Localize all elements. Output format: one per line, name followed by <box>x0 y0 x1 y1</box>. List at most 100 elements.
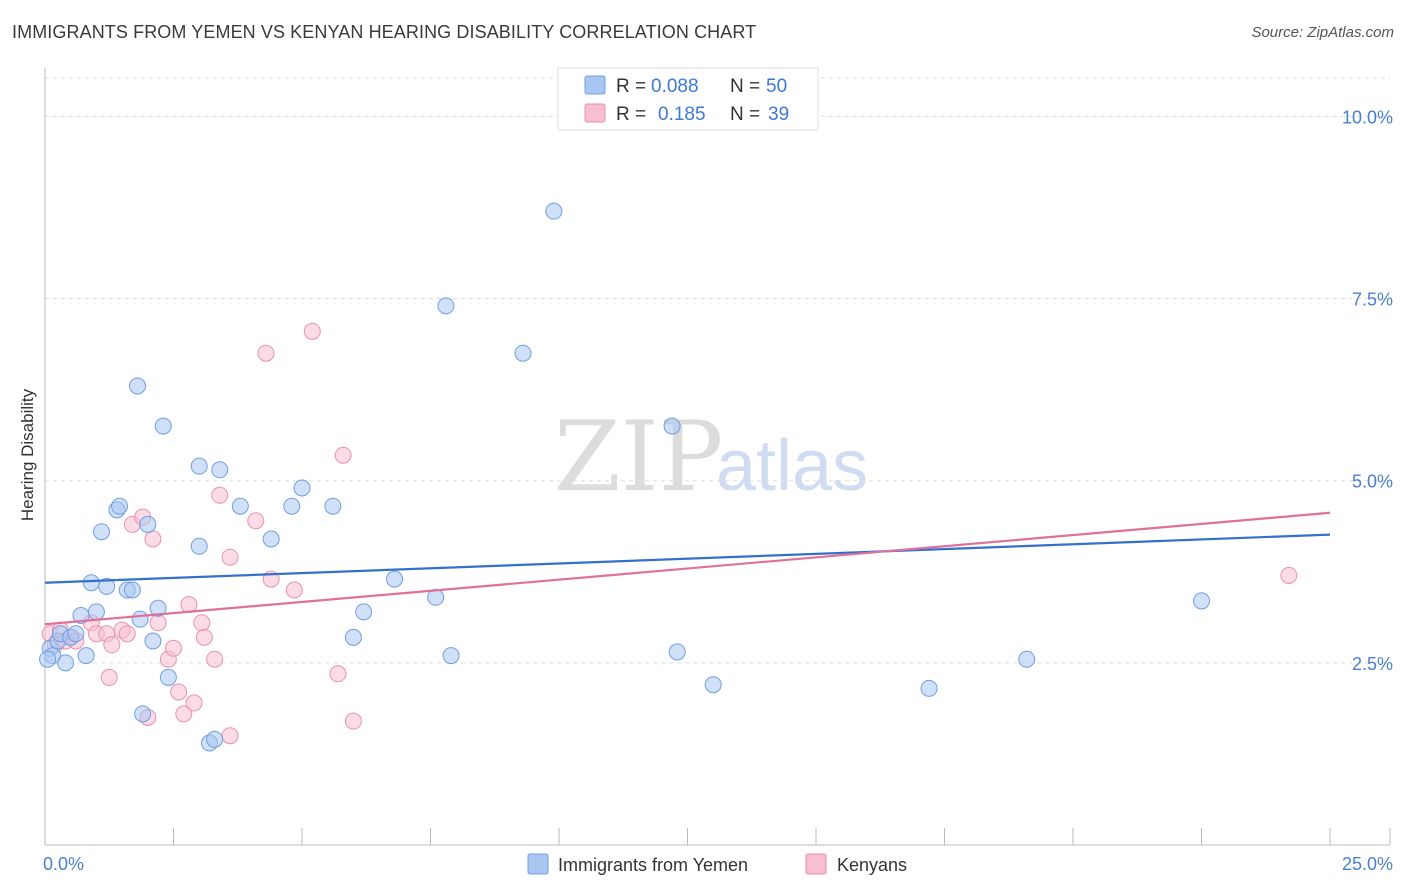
yemen-trend-line <box>44 533 1331 584</box>
yemen-point <box>437 297 455 315</box>
yemen-point <box>144 632 162 650</box>
yemen-point <box>355 603 373 621</box>
yemen-point <box>663 417 681 435</box>
kenya-point <box>149 614 167 632</box>
yemen-point <box>159 668 177 686</box>
yemen-point <box>190 537 208 555</box>
kenya-trend-line <box>44 511 1331 626</box>
yemen-point <box>98 577 116 595</box>
yemen-point <box>139 515 157 533</box>
yemen-point <box>344 628 362 646</box>
kenya-points <box>41 322 1298 745</box>
x-tick-label: 25.0% <box>1342 854 1393 874</box>
kenya-point <box>144 530 162 548</box>
kenya-point <box>175 705 193 723</box>
kenya-point <box>100 668 118 686</box>
yemen-point <box>57 654 75 672</box>
yemen-point <box>1018 650 1036 668</box>
legend-r-value-yemen: 0.088 <box>651 76 699 97</box>
kenya-point <box>193 614 211 632</box>
bottom-legend-swatch-kenya <box>805 853 827 875</box>
y-axis-label: Hearing Disability <box>18 388 37 521</box>
kenya-point <box>247 512 265 530</box>
yemen-point <box>668 643 686 661</box>
yemen-point <box>514 344 532 362</box>
legend-n-value-yemen: 50 <box>766 76 787 97</box>
top-legend: R = 0.088 N = 50 R = 0.185 N = 39 <box>557 67 819 131</box>
bottom-legend-label-kenya: Kenyans <box>837 855 907 875</box>
yemen-point <box>1193 592 1210 610</box>
yemen-point <box>442 647 460 665</box>
watermark: ZIP atlas <box>554 401 868 513</box>
bottom-legend-label-yemen: Immigrants from Yemen <box>558 855 748 875</box>
yemen-point <box>87 603 105 621</box>
yemen-point <box>324 497 342 515</box>
bottom-legend-swatch-yemen <box>527 853 549 875</box>
kenya-point <box>103 636 121 654</box>
yemen-point <box>39 650 57 668</box>
chart-title: IMMIGRANTS FROM YEMEN VS KENYAN HEARING … <box>12 22 757 42</box>
yemen-point <box>93 523 111 541</box>
yemen-point <box>262 530 280 548</box>
yemen-point <box>111 497 129 515</box>
bottom-legend: Immigrants from Yemen Kenyans <box>527 853 907 875</box>
legend-swatch-kenya <box>584 103 606 123</box>
yemen-point <box>77 647 95 665</box>
x-ticks <box>44 828 1391 845</box>
kenya-point <box>206 650 224 668</box>
kenya-point <box>195 628 213 646</box>
kenya-point <box>211 486 229 504</box>
yemen-point <box>206 730 224 748</box>
yemen-point <box>129 377 147 395</box>
yemen-point <box>123 581 141 599</box>
yemen-point <box>920 679 938 697</box>
legend-n-label-kenya: N = <box>730 104 760 125</box>
x-tick-labels: 0.0% 25.0% <box>43 854 1393 874</box>
yemen-point <box>293 479 311 497</box>
kenya-point <box>303 322 321 340</box>
yemen-points <box>39 202 1210 752</box>
kenya-point <box>165 639 182 657</box>
watermark-zip: ZIP <box>554 401 723 513</box>
x-tick-label: 0.0% <box>43 854 84 874</box>
legend-swatch-yemen <box>584 75 606 95</box>
kenya-point <box>118 625 136 643</box>
yemen-point <box>704 676 722 694</box>
kenya-point <box>334 446 352 464</box>
axes <box>44 68 1390 846</box>
kenya-point <box>221 548 239 566</box>
y-tick-label: 10.0% <box>1342 107 1393 127</box>
kenya-point <box>170 683 188 701</box>
legend-n-label-yemen: N = <box>730 76 760 97</box>
y-tick-labels: 2.5% 5.0% 7.5% 10.0% <box>1342 107 1393 673</box>
yemen-point <box>211 461 229 479</box>
yemen-point <box>386 570 404 588</box>
source-credit: Source: ZipAtlas.com <box>1251 24 1394 41</box>
y-tick-label: 7.5% <box>1352 290 1393 310</box>
yemen-point <box>190 457 208 475</box>
yemen-point <box>283 497 301 515</box>
legend-r-label-kenya: R = <box>616 104 646 125</box>
yemen-point <box>67 625 85 643</box>
yemen-point <box>154 417 172 435</box>
kenya-point <box>329 665 347 683</box>
legend-n-value-kenya: 39 <box>768 104 789 125</box>
legend-r-label-yemen: R = <box>616 76 646 97</box>
kenya-point <box>344 712 362 730</box>
yemen-point <box>545 202 563 220</box>
trend-lines <box>44 511 1331 626</box>
yemen-point <box>82 574 100 592</box>
watermark-atlas: atlas <box>716 426 868 506</box>
kenya-point <box>221 727 239 745</box>
kenya-point <box>257 344 275 362</box>
yemen-point <box>149 599 167 617</box>
kenya-point <box>1280 566 1298 584</box>
kenya-point <box>285 581 303 599</box>
y-tick-label: 2.5% <box>1352 654 1393 674</box>
yemen-point <box>131 610 149 628</box>
kenya-point <box>185 694 203 712</box>
yemen-point <box>231 497 249 515</box>
legend-r-value-kenya: 0.185 <box>658 104 706 125</box>
yemen-point <box>134 705 152 723</box>
